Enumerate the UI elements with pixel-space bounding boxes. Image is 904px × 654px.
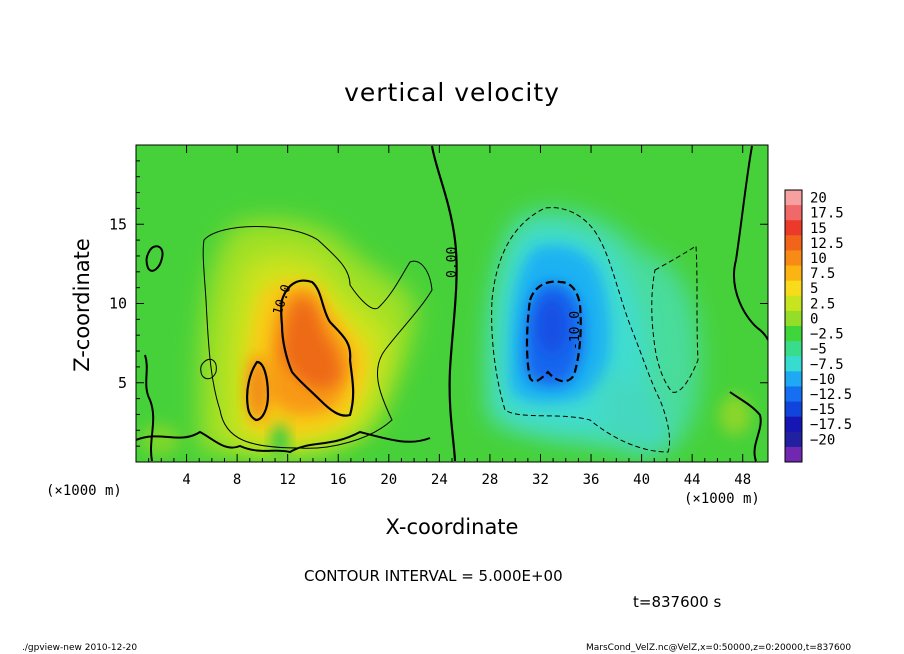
colorbar-label: −17.5 xyxy=(810,417,852,433)
contour-0-main xyxy=(430,145,458,462)
x-tick-label: 16 xyxy=(330,472,347,488)
colorbar-frame xyxy=(784,189,803,463)
contour-minus5 xyxy=(491,207,671,453)
contour-5-blob xyxy=(200,358,217,380)
colorbar-swatch xyxy=(785,265,802,282)
colorbar-swatch xyxy=(785,326,802,342)
x-tick-label: 24 xyxy=(431,472,448,488)
x-axis: 4 8 12 16 20 24 28 32 36 40 44 48 xyxy=(148,145,756,488)
colorbar-swatch xyxy=(785,250,802,267)
chart-title: vertical velocity xyxy=(344,78,560,107)
colorbar-label: 20 xyxy=(810,191,827,207)
y-tick-label: 5 xyxy=(118,374,127,392)
downdraft-level-12p5 xyxy=(537,298,567,354)
x-tick-label: 32 xyxy=(532,472,549,488)
y-tick-label: 10 xyxy=(109,295,127,313)
y-axis: 5 10 15 xyxy=(109,160,768,447)
colorbar-swatch xyxy=(785,295,802,312)
downdraft-region xyxy=(485,209,701,452)
colorbar-swatch xyxy=(785,431,802,448)
x-axis-unit-right: (×1000 m) xyxy=(684,491,760,507)
colorbar-label: 15 xyxy=(810,221,827,237)
contour-0-right-low xyxy=(729,391,762,462)
weak-patch-2 xyxy=(140,424,180,456)
colorbar-label: 2.5 xyxy=(810,296,835,312)
y-tick-label: 15 xyxy=(109,215,127,233)
contour-10 xyxy=(280,279,355,417)
colorbar-label: 7.5 xyxy=(810,266,835,282)
x-tick-label: 40 xyxy=(633,472,650,488)
x-tick-label: 44 xyxy=(684,472,701,488)
weak-patch-1 xyxy=(719,395,751,435)
colorbar-label: 5 xyxy=(810,281,818,297)
colorbar: 2017.51512.5107.552.50−2.5−5−7.5−10−12.5… xyxy=(784,189,852,463)
contour-0-left xyxy=(144,354,155,462)
contour-label-0: 0.00 xyxy=(445,247,460,278)
x-axis-label: X-coordinate xyxy=(385,515,519,539)
x-tick-label: 28 xyxy=(481,472,498,488)
downdraft-tail xyxy=(600,376,667,452)
contour-label-minus10: -10.0 xyxy=(568,311,583,350)
x-tick-label: 48 xyxy=(734,472,751,488)
colorbar-label: −7.5 xyxy=(810,357,844,373)
x-tick-label: 4 xyxy=(182,472,190,488)
colorbar-label: 12.5 xyxy=(810,236,844,252)
footer-left: ./gpview-new 2010-12-20 xyxy=(22,643,138,653)
y-axis-label: Z-coordinate xyxy=(70,238,94,372)
colorbar-swatch xyxy=(785,341,802,357)
colorbar-swatch xyxy=(785,386,802,403)
contour-interval-text: CONTOUR INTERVAL = 5.000E+00 xyxy=(304,567,563,585)
colorbar-label: 17.5 xyxy=(810,206,844,222)
colorbar-label: −20 xyxy=(810,432,835,448)
colorbar-swatch xyxy=(785,190,802,206)
contour-minus10 xyxy=(525,280,582,383)
colorbar-swatch xyxy=(785,356,802,372)
x-tick-label: 20 xyxy=(380,472,397,488)
colorbar-swatch xyxy=(785,416,802,433)
colorbar-swatch xyxy=(785,401,802,418)
colorbar-swatch xyxy=(785,205,802,221)
colorbar-swatch xyxy=(785,235,802,251)
colorbar-label: 0 xyxy=(810,311,818,327)
x-axis-unit-left: (×1000 m) xyxy=(46,483,122,499)
contour-5 xyxy=(202,226,433,449)
footer-right: MarsCond_VelZ.nc@VelZ,x=0:50000,z=0:2000… xyxy=(586,643,852,653)
colorbar-label: −5 xyxy=(810,342,827,358)
x-tick-label: 36 xyxy=(583,472,600,488)
colorbar-swatch xyxy=(785,220,802,236)
x-tick-label: 12 xyxy=(279,472,296,488)
colorbar-label: −10 xyxy=(810,372,835,388)
colorbar-swatch xyxy=(785,280,802,297)
time-stamp: t=837600 s xyxy=(633,593,722,611)
contour-10-left xyxy=(246,360,270,422)
contour-0-right xyxy=(733,145,768,341)
colorbar-label: −2.5 xyxy=(810,327,844,343)
colorbar-label: −12.5 xyxy=(810,387,852,403)
heatmap-field: 10.0 0.00 -10.0 xyxy=(136,145,768,462)
colorbar-swatch xyxy=(785,371,802,387)
contour-0-blob-left xyxy=(145,245,164,272)
colorbar-label: 10 xyxy=(810,251,827,267)
x-tick-label: 8 xyxy=(233,472,241,488)
colorbar-swatch xyxy=(785,446,802,463)
colorbar-swatch xyxy=(785,310,802,327)
colorbar-label: −15 xyxy=(810,402,835,418)
contour-lines xyxy=(136,145,768,462)
updraft-core xyxy=(282,298,341,389)
weak-updraft-patches xyxy=(140,395,751,456)
contour-0-floor xyxy=(136,430,431,454)
